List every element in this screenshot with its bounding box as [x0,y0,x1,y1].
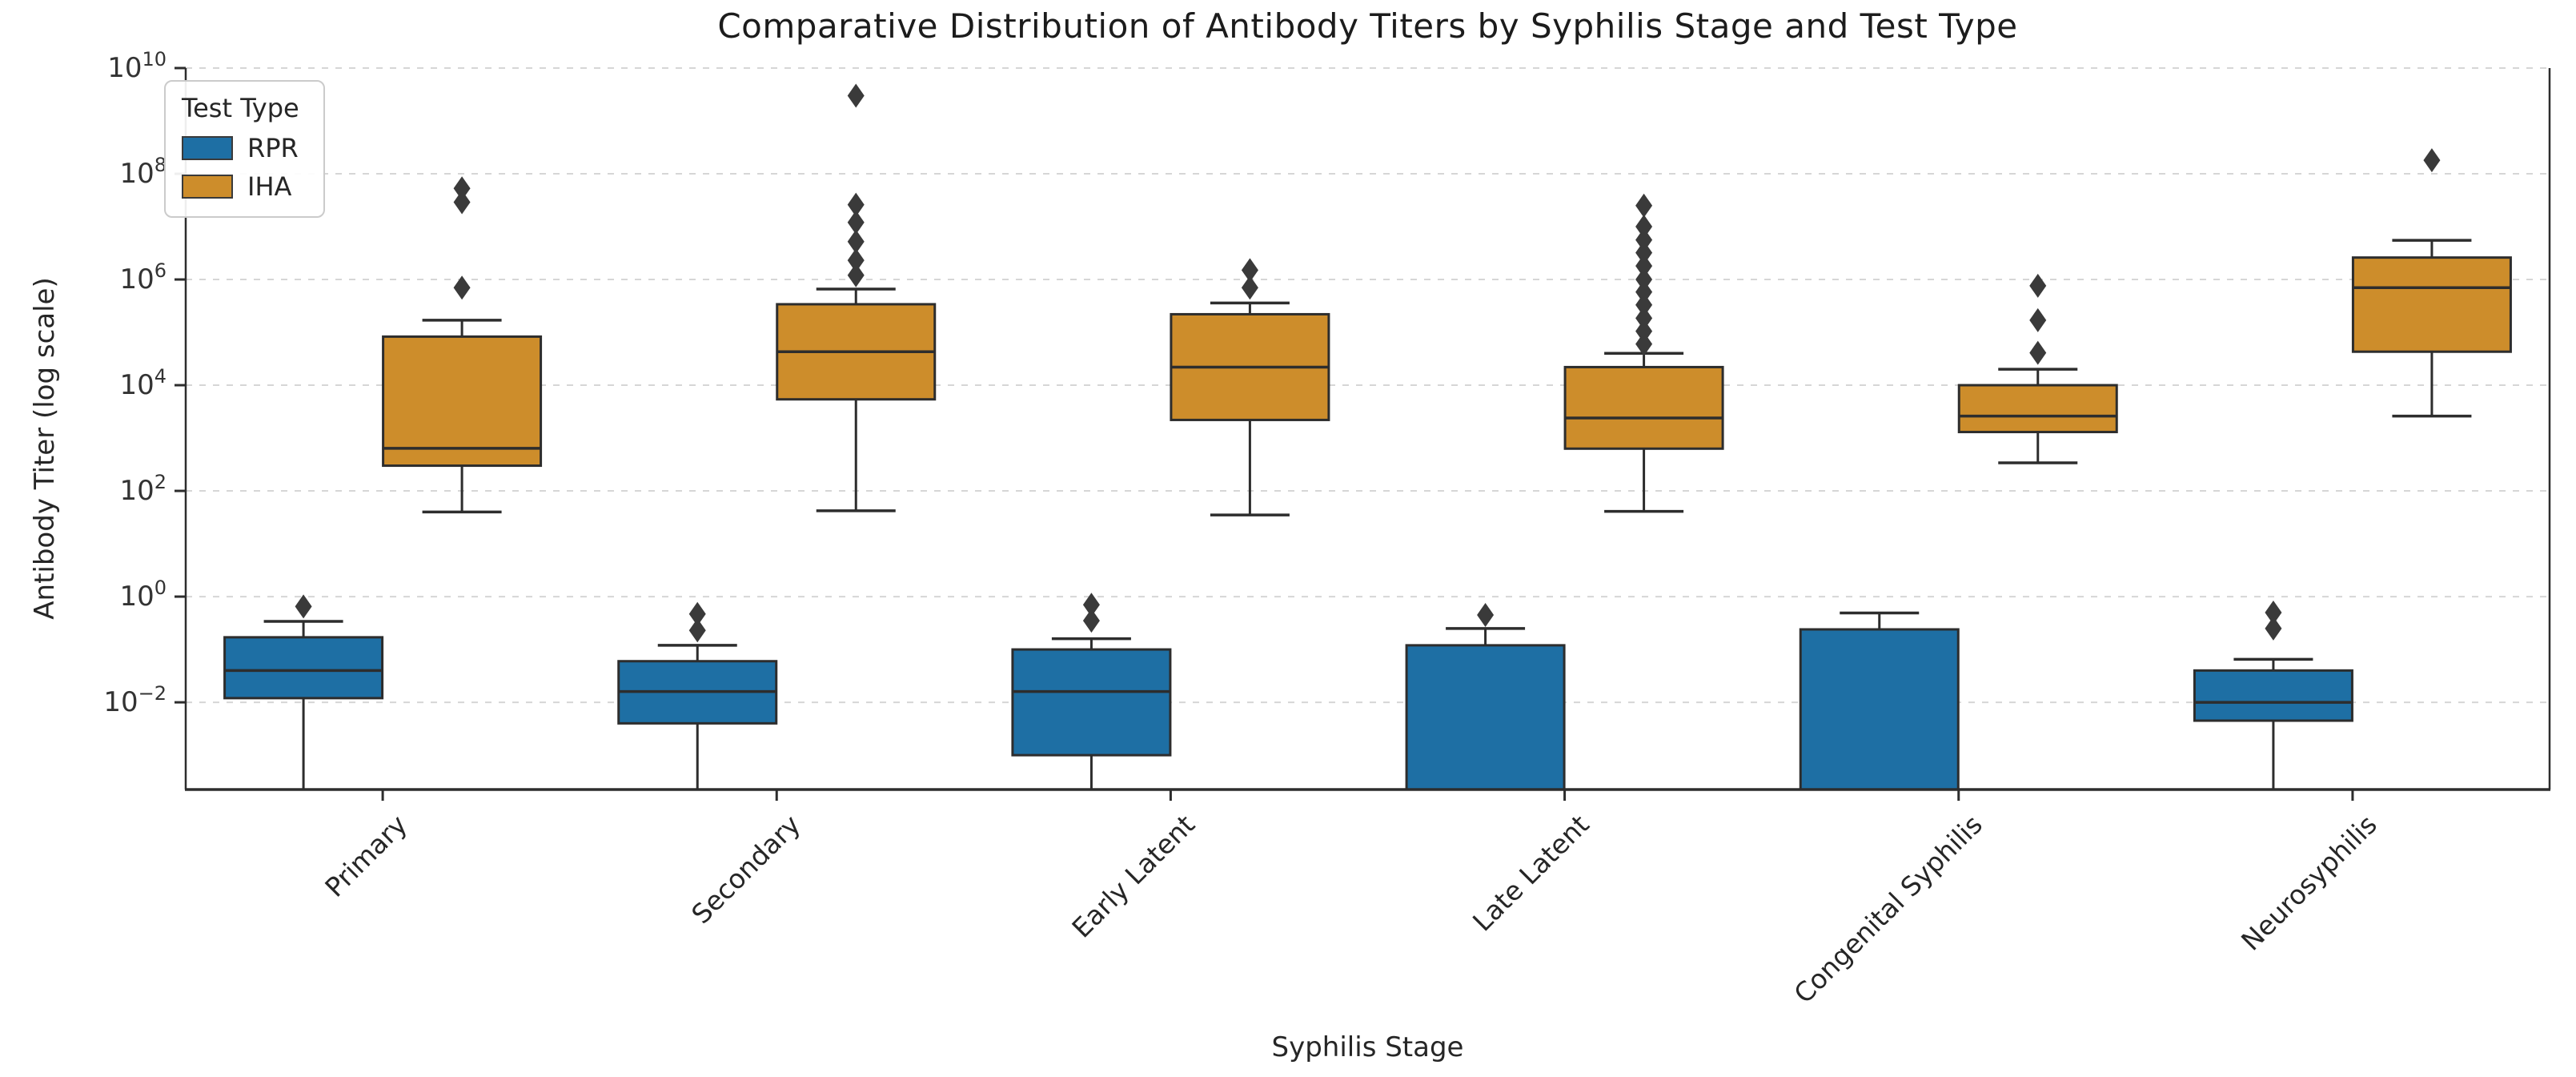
outlier-marker-iha-congenital-syphilis [2029,340,2047,365]
outlier-marker-iha-late-latent [1635,306,1653,331]
y-tick-label: 108 [119,154,167,190]
legend-label-rpr: RPR [247,133,299,163]
box-rpr-congenital-syphilis [1799,628,1960,790]
outlier-marker-iha-secondary [847,229,865,254]
outlier-marker-rpr-secondary [688,601,706,626]
box-iha-primary [382,335,543,468]
legend: Test Type RPR IHA [164,80,325,218]
legend-swatch-iha [182,175,233,199]
outlier-marker-iha-congenital-syphilis [2029,273,2047,298]
outlier-marker-rpr-early-latent [1082,593,1100,617]
legend-title: Test Type [182,93,299,123]
outlier-marker-iha-late-latent [1635,332,1653,356]
outlier-marker-iha-secondary [847,83,865,108]
y-tick-label: 104 [119,365,167,402]
y-tick-label: 100 [119,577,167,613]
outlier-marker-iha-secondary [847,248,865,273]
x-axis-title: Syphilis Stage [1271,1031,1464,1063]
outlier-marker-iha-secondary [847,210,865,235]
outlier-marker-iha-late-latent [1635,215,1653,239]
outlier-marker-rpr-late-latent [1477,602,1495,627]
outlier-marker-iha-early-latent [1241,258,1258,283]
box-rpr-neurosyphilis [2193,669,2353,722]
legend-swatch-rpr [182,136,233,160]
outlier-marker-iha-late-latent [1635,319,1653,344]
y-tick-label: 102 [119,471,167,508]
outlier-marker-rpr-early-latent [1082,609,1100,633]
outlier-marker-iha-late-latent [1635,240,1653,265]
outlier-marker-iha-neurosyphilis [2423,148,2441,173]
outlier-marker-iha-late-latent [1635,254,1653,279]
box-rpr-early-latent [1011,648,1172,757]
outlier-marker-rpr-neurosyphilis [2265,616,2282,641]
outlier-marker-iha-late-latent [1635,227,1653,252]
outlier-marker-iha-primary [453,275,471,300]
outlier-marker-rpr-neurosyphilis [2265,600,2282,625]
outlier-marker-rpr-secondary [688,618,706,643]
outlier-marker-iha-early-latent [1241,275,1258,300]
outlier-marker-iha-late-latent [1635,292,1653,317]
box-iha-congenital-syphilis [1957,384,2118,434]
outlier-marker-iha-secondary [847,192,865,217]
outlier-marker-iha-late-latent [1635,267,1653,292]
outlier-marker-iha-secondary [847,263,865,287]
outlier-marker-iha-late-latent [1635,279,1653,304]
chart-title: Comparative Distribution of Antibody Tit… [717,6,2018,46]
box-iha-neurosyphilis [2351,256,2512,353]
legend-label-iha: IHA [247,171,292,202]
legend-entry-rpr: RPR [182,133,299,163]
y-tick-label: 1010 [107,48,167,84]
box-iha-late-latent [1563,365,1724,450]
outlier-marker-rpr-primary [295,594,312,619]
box-rpr-late-latent [1405,644,1566,790]
y-tick-label: 10−2 [103,682,167,719]
outlier-marker-iha-late-latent [1635,193,1653,218]
outlier-marker-iha-primary [453,176,471,201]
y-tick-label: 106 [119,259,167,296]
box-rpr-primary [223,636,384,700]
legend-entry-iha: IHA [182,171,299,202]
outlier-marker-iha-primary [453,190,471,215]
outlier-marker-iha-congenital-syphilis [2029,307,2047,332]
